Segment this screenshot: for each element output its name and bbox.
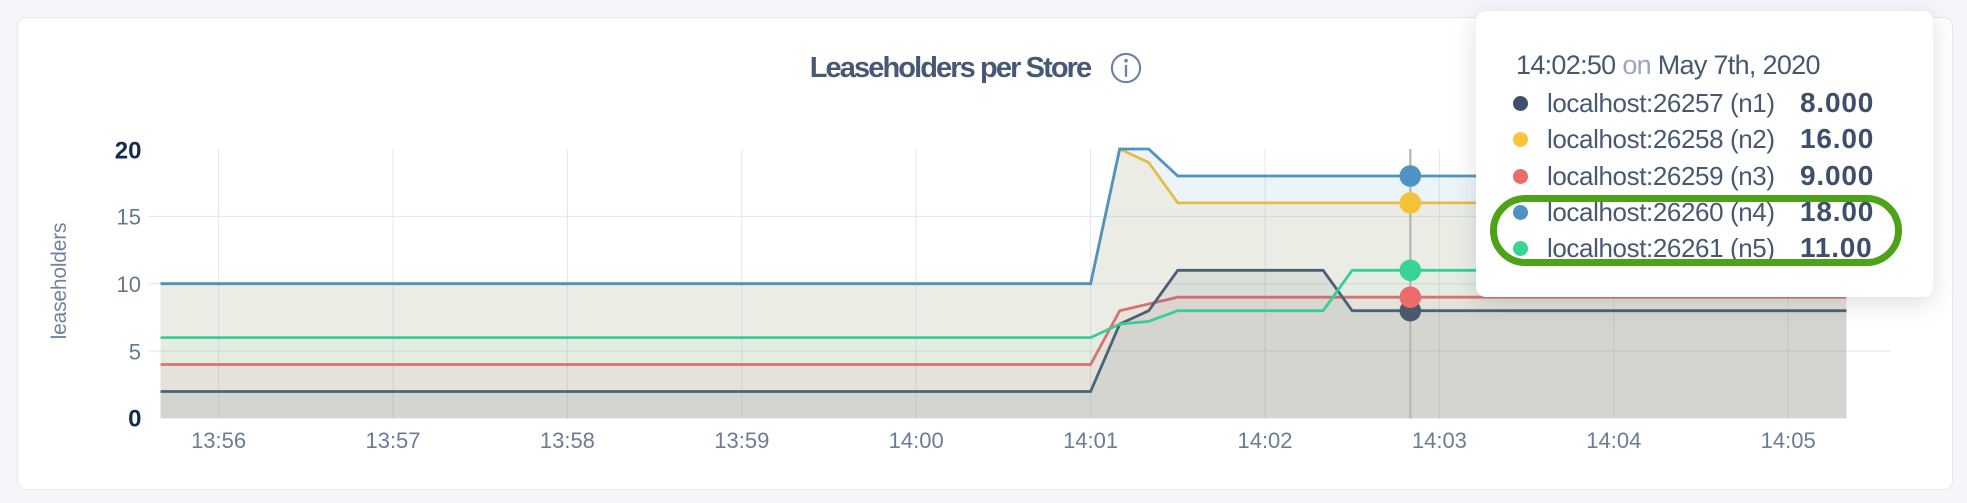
svg-text:14:05: 14:05 [1761, 428, 1816, 453]
svg-text:13:56: 13:56 [191, 428, 246, 453]
svg-text:14:02: 14:02 [1237, 428, 1292, 453]
svg-text:13:58: 13:58 [540, 428, 595, 453]
svg-text:leaseholders: leaseholders [48, 223, 71, 340]
svg-text:13:57: 13:57 [365, 428, 420, 453]
svg-text:10: 10 [117, 272, 141, 297]
svg-text:5: 5 [129, 339, 141, 364]
svg-text:14:04: 14:04 [1586, 428, 1641, 453]
svg-text:0: 0 [128, 406, 141, 433]
svg-text:14:03: 14:03 [1412, 428, 1467, 453]
svg-text:20: 20 [115, 138, 142, 165]
svg-text:14:01: 14:01 [1063, 428, 1118, 453]
svg-text:15: 15 [117, 205, 141, 230]
svg-text:14:00: 14:00 [889, 428, 944, 453]
svg-text:13:59: 13:59 [714, 428, 769, 453]
